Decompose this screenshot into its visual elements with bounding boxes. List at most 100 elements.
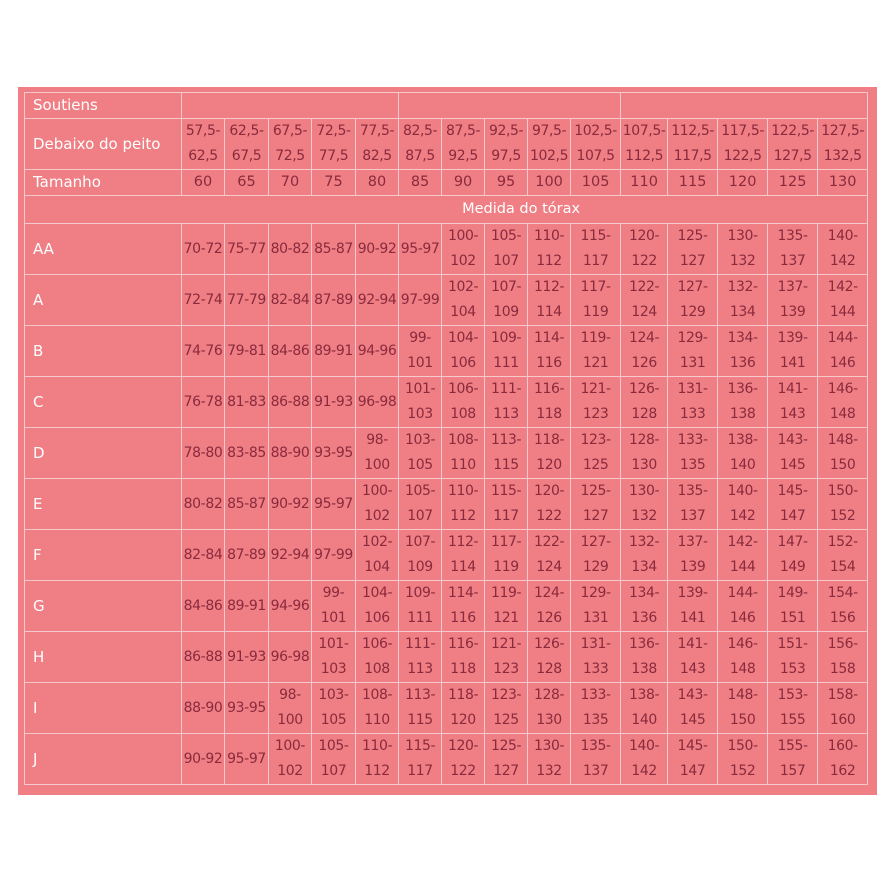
- underbust-range-cell: 112,5-117,5: [667, 118, 719, 170]
- bust-range-cell-text: 116-118: [447, 636, 479, 677]
- bust-range-cell: 147-149: [767, 529, 819, 581]
- bust-range-cell: 128-130: [527, 682, 572, 734]
- bust-range-cell: 158-160: [817, 682, 869, 734]
- bust-range-cell: 111-113: [398, 631, 443, 683]
- bust-range-cell: 121-123: [570, 376, 622, 428]
- bust-range-cell: 133-135: [570, 682, 622, 734]
- bust-range-cell: 110-112: [441, 478, 486, 530]
- cup-row-g: G 84-86 89-91 94-96 99-101 104-106 109-111 114-…: [24, 580, 869, 632]
- bust-range-cell: 90-92: [268, 478, 312, 530]
- bust-range-cell: 72-74: [181, 274, 225, 326]
- bust-range-cell-text: 138-140: [629, 687, 660, 728]
- bust-range-cell: 136-138: [620, 631, 669, 683]
- bust-range-cell: 120-122: [620, 223, 669, 275]
- bust-range-cell: 139-141: [667, 580, 719, 632]
- bust-range-cell-text: 145-147: [777, 483, 809, 524]
- underbust-range-cell: 127,5-132,5: [817, 118, 869, 170]
- bust-range-cell-text: 137-139: [777, 279, 809, 320]
- bust-range-cell: 98-100: [354, 427, 400, 479]
- bust-range-cell-text: 93-95: [314, 444, 353, 461]
- underbust-range-cell-text: 82,5-87,5: [402, 123, 438, 164]
- bust-range-cell: 122-124: [527, 529, 572, 581]
- bust-range-cell-text: 91-93: [314, 393, 353, 410]
- bust-range-cell-text: 85-87: [314, 240, 353, 257]
- cup-label: J: [24, 733, 182, 785]
- bust-range-cell: 120-122: [527, 478, 572, 530]
- soutiens-row: Soutiens: [24, 92, 869, 119]
- soutiens-label: Soutiens: [24, 92, 182, 119]
- bust-range-cell-text: 99-101: [407, 330, 433, 371]
- bust-range-cell-text: 134-136: [727, 330, 759, 371]
- bust-range-cell-text: 136-138: [629, 636, 660, 677]
- bust-range-cell: 108-110: [441, 427, 486, 479]
- bust-range-cell: 82-84: [181, 529, 225, 581]
- underbust-range-cell: 87,5-92,5: [441, 118, 486, 170]
- bust-range-cell: 96-98: [354, 376, 400, 428]
- bust-range-cell-text: 130-132: [533, 738, 565, 779]
- underbust-range-cell-text: 117,5-122,5: [721, 123, 764, 164]
- bust-range-cell: 126-128: [527, 631, 572, 683]
- bust-range-cell: 144-146: [817, 325, 869, 377]
- bust-range-cell: 137-139: [767, 274, 819, 326]
- bust-range-cell-text: 82-84: [183, 546, 223, 563]
- bust-range-cell: 106-108: [354, 631, 400, 683]
- bust-range-cell: 93-95: [224, 682, 269, 734]
- bust-range-cell-text: 103-105: [318, 687, 349, 728]
- bust-range-cell-text: 91-93: [227, 648, 266, 665]
- bust-range-cell: 114-116: [527, 325, 572, 377]
- bust-range-cell: 87-89: [224, 529, 269, 581]
- underbust-range-cell-text: 72,5-77,5: [316, 123, 351, 164]
- bust-range-cell-text: 154-156: [827, 585, 859, 626]
- bust-range-cell-text: 85-87: [227, 495, 266, 512]
- bust-range-cell: 132-134: [717, 274, 769, 326]
- bust-range-cell: 116-118: [441, 631, 486, 683]
- size-cell: 65: [224, 169, 269, 196]
- bust-range-cell: 88-90: [268, 427, 312, 479]
- bust-range-cell: 112-114: [441, 529, 486, 581]
- bust-range-cell-text: 128-130: [629, 432, 660, 473]
- bust-range-cell-text: 81-83: [227, 393, 266, 410]
- bust-range-cell-text: 97-99: [400, 291, 440, 308]
- bust-range-cell-text: 72-74: [183, 291, 223, 308]
- bust-range-cell: 135-137: [767, 223, 819, 275]
- bust-range-cell-text: 104-106: [361, 585, 393, 626]
- underbust-range-cell: 77,5-82,5: [354, 118, 400, 170]
- bust-range-cell-text: 110-112: [533, 228, 565, 269]
- bust-range-cell-text: 119-121: [580, 330, 612, 371]
- bust-range-cell-text: 120-122: [629, 228, 660, 269]
- bust-range-cell: 100-102: [268, 733, 312, 785]
- underbust-range-cell-text: 112,5-117,5: [671, 123, 714, 164]
- bust-range-cell: 160-162: [817, 733, 869, 785]
- bust-range-cell: 104-106: [441, 325, 486, 377]
- bust-range-cell-text: 114-116: [447, 585, 479, 626]
- bust-range-cell: 117-119: [570, 274, 622, 326]
- bust-range-cell: 123-125: [484, 682, 529, 734]
- bust-range-cell-text: 89-91: [227, 597, 266, 614]
- bust-range-cell-text: 123-125: [580, 432, 612, 473]
- bust-range-cell: 89-91: [311, 325, 356, 377]
- bust-range-cell-text: 144-146: [827, 330, 859, 371]
- bust-range-cell: 155-157: [767, 733, 819, 785]
- bust-range-cell: 92-94: [354, 274, 400, 326]
- bust-range-cell: 137-139: [667, 529, 719, 581]
- soutiens-group-cell: [620, 92, 869, 119]
- bust-range-cell: 128-130: [620, 427, 669, 479]
- size-cell: 80: [354, 169, 400, 196]
- bust-range-cell-text: 135-137: [777, 228, 809, 269]
- cup-label: A: [24, 274, 182, 326]
- bust-range-cell: 126-128: [620, 376, 669, 428]
- bust-range-cell: 135-137: [570, 733, 622, 785]
- bust-range-cell-text: 99-101: [320, 585, 347, 626]
- underbust-range-cell-text: 122,5-127,5: [771, 123, 814, 164]
- bust-range-cell-text: 128-130: [533, 687, 565, 728]
- cup-row-j: J 90-92 95-97 100-102 105-107 110-112 115-117 1…: [24, 733, 869, 785]
- bust-range-cell-text: 155-157: [777, 738, 809, 779]
- bust-range-cell-text: 133-135: [580, 687, 612, 728]
- bust-range-cell: 132-134: [620, 529, 669, 581]
- underbust-range-cell-text: 67,5-72,5: [272, 123, 308, 164]
- cup-row-c: C 76-78 81-83 86-88 91-93 96-98 101-103 106-108…: [24, 376, 869, 428]
- bust-range-cell-text: 144-146: [727, 585, 759, 626]
- bust-range-cell: 131-133: [570, 631, 622, 683]
- bust-range-cell-text: 129-131: [677, 330, 709, 371]
- bust-range-cell: 151-153: [767, 631, 819, 683]
